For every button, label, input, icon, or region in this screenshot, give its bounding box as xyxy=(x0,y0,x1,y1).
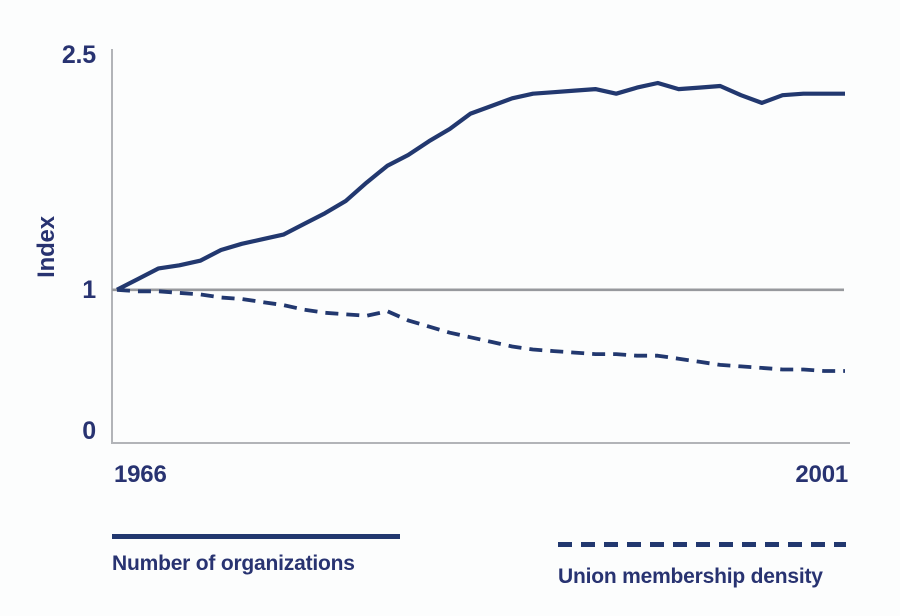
y-tick-0: 0 xyxy=(82,417,96,445)
legend-organizations: Number of organizations xyxy=(112,534,402,576)
legend-union-density: Union membership density xyxy=(558,534,848,589)
number-of-organizations-line xyxy=(116,80,845,292)
dashed-line-swatch xyxy=(558,542,846,547)
y-tick-1: 1 xyxy=(82,276,96,304)
legend-union-density-label: Union membership density xyxy=(558,565,823,588)
y-tick-2-5: 2.5 xyxy=(61,41,96,69)
solid-line-swatch xyxy=(112,534,400,539)
legend-organizations-label: Number of organizations xyxy=(112,552,355,575)
x-tick-1966: 1966 xyxy=(114,461,167,488)
x-tick-2001: 2001 xyxy=(795,461,848,488)
y-axis-title: Index xyxy=(33,216,60,278)
union-membership-density-line xyxy=(116,287,845,373)
chart-canvas xyxy=(111,49,850,444)
